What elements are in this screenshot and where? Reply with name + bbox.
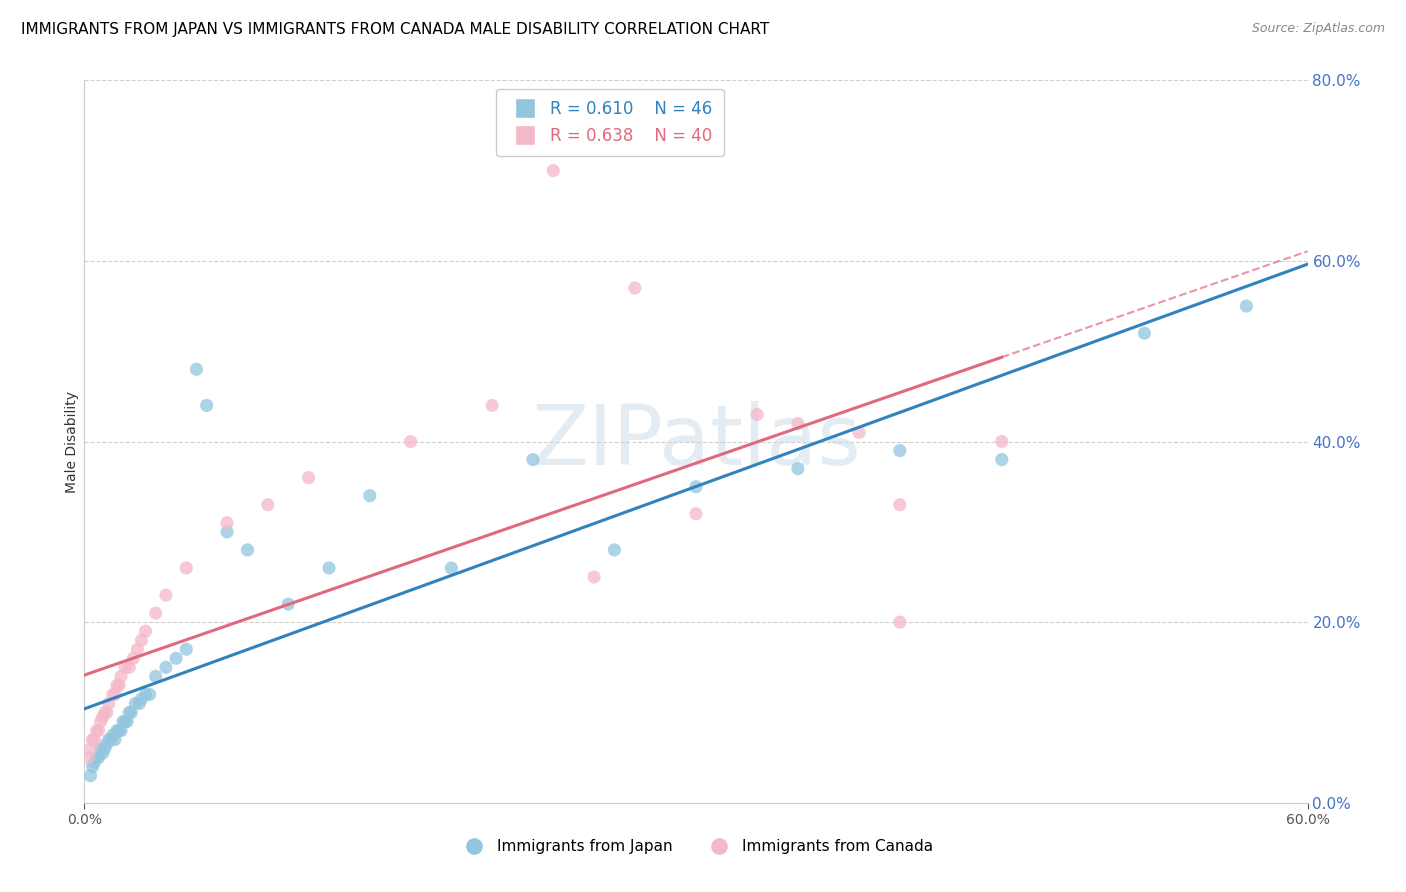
Point <box>82 732 104 747</box>
Point <box>787 417 810 431</box>
Point <box>135 687 157 701</box>
Point <box>165 651 187 665</box>
Point <box>481 398 503 412</box>
Point <box>105 678 128 692</box>
Point <box>86 723 108 738</box>
Text: IMMIGRANTS FROM JAPAN VS IMMIGRANTS FROM CANADA MALE DISABILITY CORRELATION CHAR: IMMIGRANTS FROM JAPAN VS IMMIGRANTS FROM… <box>21 22 769 37</box>
Point <box>889 498 911 512</box>
Point <box>186 362 208 376</box>
Point <box>105 723 128 738</box>
Point <box>100 732 122 747</box>
Point <box>359 489 381 503</box>
Point <box>83 732 105 747</box>
Legend: R = 0.610    N = 46, R = 0.638    N = 40: R = 0.610 N = 46, R = 0.638 N = 40 <box>496 88 724 156</box>
Point <box>93 706 115 720</box>
Point <box>174 642 197 657</box>
Point <box>82 760 104 774</box>
Point <box>112 714 135 729</box>
Point <box>110 723 132 738</box>
Point <box>685 480 707 494</box>
Point <box>118 660 141 674</box>
Point <box>93 741 115 756</box>
Point <box>145 669 167 683</box>
Point <box>257 498 280 512</box>
Point <box>991 434 1014 449</box>
Point <box>155 660 177 674</box>
Point <box>104 732 127 747</box>
Point <box>522 452 544 467</box>
Point <box>138 687 160 701</box>
Point <box>96 706 118 720</box>
Point <box>543 163 565 178</box>
Point <box>128 697 150 711</box>
Point <box>120 706 142 720</box>
Point <box>79 741 101 756</box>
Point <box>1236 299 1258 313</box>
Point <box>91 710 114 724</box>
Point <box>1133 326 1156 341</box>
Point <box>236 542 259 557</box>
Point <box>399 434 422 449</box>
Point <box>155 588 177 602</box>
Point <box>277 597 299 611</box>
Text: ZIPatlas: ZIPatlas <box>531 401 860 482</box>
Point <box>87 723 110 738</box>
Point <box>110 669 132 683</box>
Point <box>174 561 197 575</box>
Point <box>101 687 124 701</box>
Point <box>787 461 810 475</box>
Point <box>108 678 131 692</box>
Point <box>440 561 463 575</box>
Point <box>131 633 153 648</box>
Point <box>747 408 769 422</box>
Point <box>97 732 120 747</box>
Point <box>101 728 124 742</box>
Point <box>96 737 118 751</box>
Point <box>195 398 218 412</box>
Point <box>77 750 100 764</box>
Point <box>848 425 870 440</box>
Text: Source: ZipAtlas.com: Source: ZipAtlas.com <box>1251 22 1385 36</box>
Point <box>114 714 136 729</box>
Point <box>127 642 149 657</box>
Point <box>217 516 239 530</box>
Point <box>83 755 105 769</box>
Point <box>217 524 239 539</box>
Point <box>135 624 157 639</box>
Point <box>122 651 145 665</box>
Point <box>318 561 340 575</box>
Point <box>91 746 114 760</box>
Point <box>108 723 131 738</box>
Point <box>114 660 136 674</box>
Y-axis label: Male Disability: Male Disability <box>65 391 79 492</box>
Point <box>603 542 626 557</box>
Point <box>685 507 707 521</box>
Point <box>79 769 101 783</box>
Point <box>124 697 146 711</box>
Point <box>889 443 911 458</box>
Point <box>97 697 120 711</box>
Point <box>131 692 153 706</box>
Point <box>87 750 110 764</box>
Point <box>298 471 321 485</box>
Point <box>115 714 138 729</box>
Point <box>118 706 141 720</box>
Point <box>86 750 108 764</box>
Point <box>104 687 127 701</box>
Point <box>889 615 911 630</box>
Point <box>583 570 606 584</box>
Point <box>90 714 112 729</box>
Point <box>624 281 647 295</box>
Point <box>145 606 167 620</box>
Point <box>991 452 1014 467</box>
Point <box>90 741 112 756</box>
